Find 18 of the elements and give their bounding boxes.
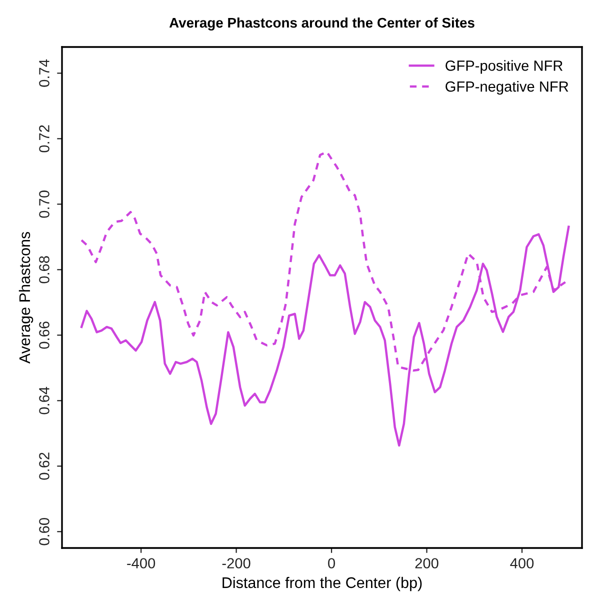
x-tick-label: 400 <box>510 558 534 568</box>
x-tick-label: -200 <box>222 558 250 568</box>
y-tick-label: 0.74 <box>39 59 50 87</box>
legend-label: GFP-positive NFR <box>446 60 563 74</box>
chart-title: Average Phastcons around the Center of Sites <box>169 17 474 30</box>
y-tick-label: 0.70 <box>39 190 50 218</box>
legend-label: GFP-negative NFR <box>446 81 568 95</box>
y-tick-label: 0.66 <box>39 322 50 349</box>
x-tick-label: 0 <box>328 558 336 568</box>
y-tick-label: 0.62 <box>39 452 50 480</box>
x-axis-title: Distance from the Center (bp) <box>222 576 422 592</box>
x-tick-label: 200 <box>415 558 438 568</box>
y-tick-label: 0.72 <box>39 125 50 152</box>
y-tick-label: 0.68 <box>39 256 50 284</box>
x-tick-label: -400 <box>127 558 156 568</box>
y-tick-label: 0.60 <box>39 518 50 546</box>
y-axis-title: Average Phastcons <box>18 232 34 364</box>
y-tick-label: 0.64 <box>39 386 50 414</box>
